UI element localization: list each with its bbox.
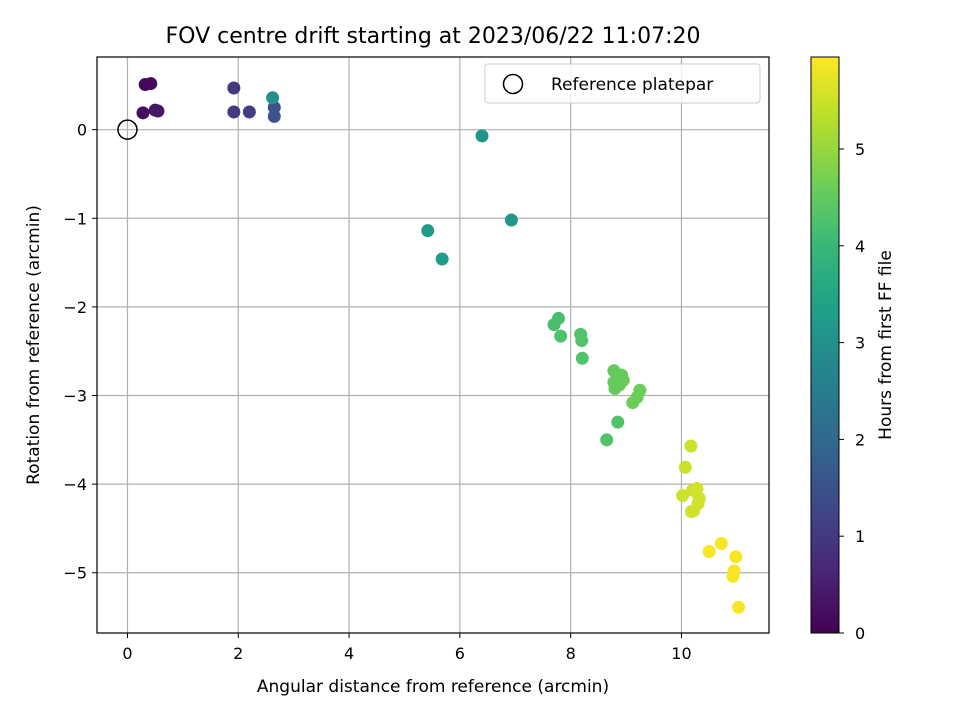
y-tick-label: −4 <box>63 475 87 494</box>
x-tick-label: 0 <box>122 644 132 663</box>
y-axis-label: Rotation from reference (arcmin) <box>24 205 44 485</box>
scatter-point <box>554 329 568 343</box>
y-tick-label: −3 <box>63 387 87 406</box>
scatter-point <box>687 504 701 518</box>
scatter-point <box>690 482 704 496</box>
colorbar-tick-label: 1 <box>855 527 865 546</box>
scatter-point <box>600 433 614 447</box>
colorbar-tick-label: 0 <box>855 624 865 643</box>
y-axis-ticks: 0 −1 −2 −3 −4 −5 <box>63 121 97 583</box>
scatter-point <box>626 396 640 410</box>
scatter-point <box>421 224 435 238</box>
x-tick-label: 6 <box>455 644 465 663</box>
legend-label: Reference platepar <box>551 75 713 95</box>
scatter-point <box>266 91 280 105</box>
legend-reference-marker <box>502 73 524 95</box>
y-tick-label: −5 <box>63 564 87 583</box>
scatter-point <box>475 129 489 143</box>
colorbar-ticks: 0 1 2 3 4 5 <box>839 140 865 643</box>
grid-lines <box>97 57 769 633</box>
colorbar-tick-label: 2 <box>855 430 865 449</box>
colorbar-tick-label: 4 <box>855 237 865 256</box>
scatter-point <box>575 351 589 365</box>
scatter-point <box>136 106 150 120</box>
plot-frame <box>96 56 770 634</box>
scatter-point <box>435 252 449 266</box>
colorbar-tick-label: 5 <box>855 140 865 159</box>
scatter-point <box>151 104 165 118</box>
scatter-point <box>611 415 625 429</box>
x-tick-label: 4 <box>344 644 354 663</box>
scatter-point <box>676 489 690 503</box>
colorbar-gradient <box>810 56 840 634</box>
x-axis-label: Angular distance from reference (arcmin) <box>257 677 609 697</box>
y-tick-label: −2 <box>63 298 87 317</box>
scatter-point <box>242 105 256 119</box>
scatter-point <box>726 569 740 583</box>
scatter-point <box>684 439 698 453</box>
scatter-point <box>547 318 561 332</box>
colorbar-tick-label: 3 <box>855 334 865 353</box>
reference-marker <box>117 119 138 140</box>
legend-box <box>484 63 761 104</box>
scatter-point <box>227 105 241 119</box>
scatter-point <box>575 334 589 348</box>
scatter-point <box>729 550 743 564</box>
scatter-point <box>714 536 728 550</box>
scatter-point <box>267 109 281 123</box>
scatter-point <box>678 460 692 474</box>
scatter-point <box>144 77 158 91</box>
scatter-point <box>612 378 626 392</box>
scatter-point <box>504 213 518 227</box>
colorbar: 0 1 2 3 4 5 Hours from first FF file <box>810 56 896 643</box>
scatter-point <box>702 544 716 558</box>
scatter-point <box>732 600 746 614</box>
x-tick-label: 8 <box>566 644 576 663</box>
x-tick-label: 2 <box>233 644 243 663</box>
x-tick-label: 10 <box>671 644 691 663</box>
chart-title: FOV centre drift starting at 2023/06/22 … <box>166 24 701 49</box>
colorbar-label: Hours from first FF file <box>876 250 896 440</box>
x-axis-ticks: 0 2 4 6 8 10 <box>122 633 692 663</box>
y-tick-label: 0 <box>77 121 87 140</box>
y-tick-label: −1 <box>63 209 87 228</box>
legend: Reference platepar <box>484 63 761 104</box>
scatter-point <box>227 81 241 95</box>
reference-marker-layer <box>117 119 138 140</box>
data-points <box>136 77 746 614</box>
